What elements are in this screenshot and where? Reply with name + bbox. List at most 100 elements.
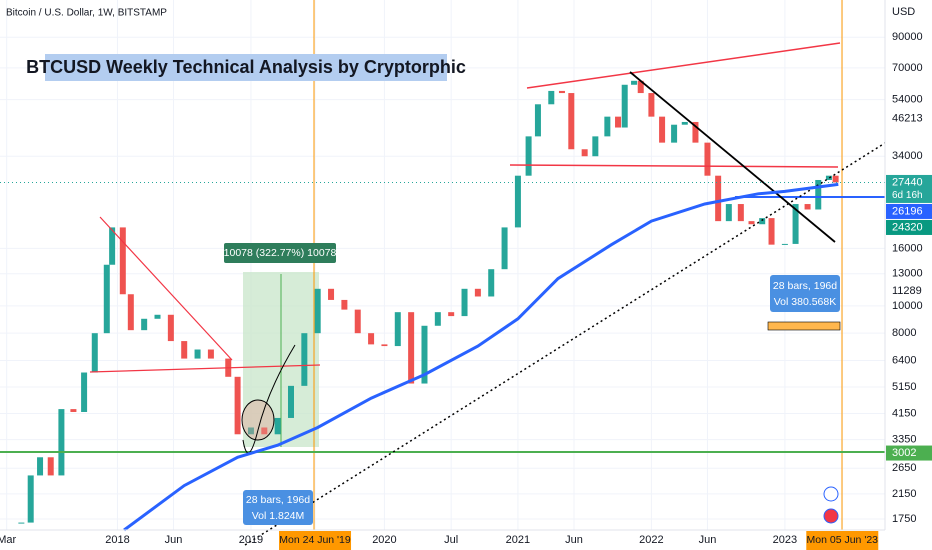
candle [768,218,775,245]
candle [592,136,599,157]
candle [408,312,415,384]
candle [671,124,678,143]
price-tag [886,174,932,203]
candle [534,104,541,137]
candle [70,409,77,412]
x-tick-label: 2020 [372,534,396,546]
circle-mark [241,399,275,441]
x-tick-label: Mon 05 Jun '23 [807,534,879,546]
y-tick-label: 34000 [892,150,923,162]
candle [194,349,201,359]
candle [725,204,732,222]
candle [261,427,268,435]
candle [692,121,699,143]
candle [581,149,588,157]
x-tick-label: 2021 [506,534,530,546]
candle [37,457,44,476]
axes: 90000 70000 54000 34000 16000 13000 10000 8000 6… [0,31,932,550]
candle [659,116,666,143]
candle [81,372,88,412]
price-tag-label: 3002 [892,447,916,459]
title: BTCUSD Weekly Technical Analysis by Cryp… [26,57,466,77]
y-tick-label: 70000 [892,62,923,74]
candles [18,80,839,524]
candle [368,333,375,345]
price-tag-label: 46213 [892,113,923,125]
candle [448,312,455,317]
candle [715,175,722,222]
candle [781,243,788,245]
candle [631,80,638,85]
y-tick-label: 8000 [892,327,916,339]
black-trend [629,71,836,243]
candle [141,318,148,331]
candle [119,227,126,295]
candle [287,385,294,418]
y-tick-label: 90000 [892,31,923,43]
candle [167,314,174,342]
candle [354,309,361,334]
candle [181,341,188,359]
candle [621,84,628,128]
candle [58,409,65,476]
candle [234,376,241,435]
dotted-trend [244,142,886,546]
range-vol: Vol 380.568K [774,296,836,308]
candle [207,349,214,359]
price-tag [886,203,932,219]
range-vol: Vol 1.824M [252,510,305,522]
moving-average [123,182,839,532]
candle [154,314,161,319]
price-tag-label: 26196 [892,205,923,217]
y-tick-label: 13000 [892,268,923,280]
candle [474,288,481,297]
neck-line [89,364,321,373]
measure-label-bg [224,243,336,263]
y-tick-label: 2650 [892,462,916,474]
event-icon [823,486,839,502]
candle [274,417,281,435]
candle [501,227,508,270]
candle [91,333,98,373]
price-tag-label: 27440 [892,176,923,188]
candle [615,116,622,128]
candle [604,116,611,137]
price-tag-label: 11289 [892,285,922,297]
range-bars: 28 bars, 196d [246,494,310,506]
y-tick-label: 6400 [892,354,916,366]
down-trend [99,216,233,361]
x-tick-label: 2023 [773,534,797,546]
candle [247,427,254,435]
candle [815,179,822,210]
event-icon [823,508,839,524]
candle [328,288,335,300]
candle [18,522,25,524]
candle [825,175,832,180]
candle [637,80,644,94]
candle [127,294,134,331]
price-tag [886,445,932,461]
y-tick-label: 1750 [892,513,916,525]
range-box [243,490,313,525]
range-bars: 28 bars, 196d [773,280,837,292]
candle [558,90,565,94]
y-tick-label: 10000 [892,300,923,312]
candle [314,288,321,334]
candle [648,93,655,117]
candle [381,344,388,347]
candle [548,90,555,105]
y-tick-label: 5150 [892,381,916,393]
header: Bitcoin / U.S. Dollar, 1W, BITSTAMP [6,8,167,19]
path-mark [242,344,296,454]
candle [341,299,348,310]
candle [514,175,521,228]
price-tag-label: 24320 [892,221,923,233]
candle [792,204,799,244]
x-tick-label: 2019 [239,534,263,546]
candle [804,204,811,210]
candle [832,175,839,183]
resistance-line [509,164,839,168]
range-bar [767,321,841,331]
candle [748,221,755,225]
